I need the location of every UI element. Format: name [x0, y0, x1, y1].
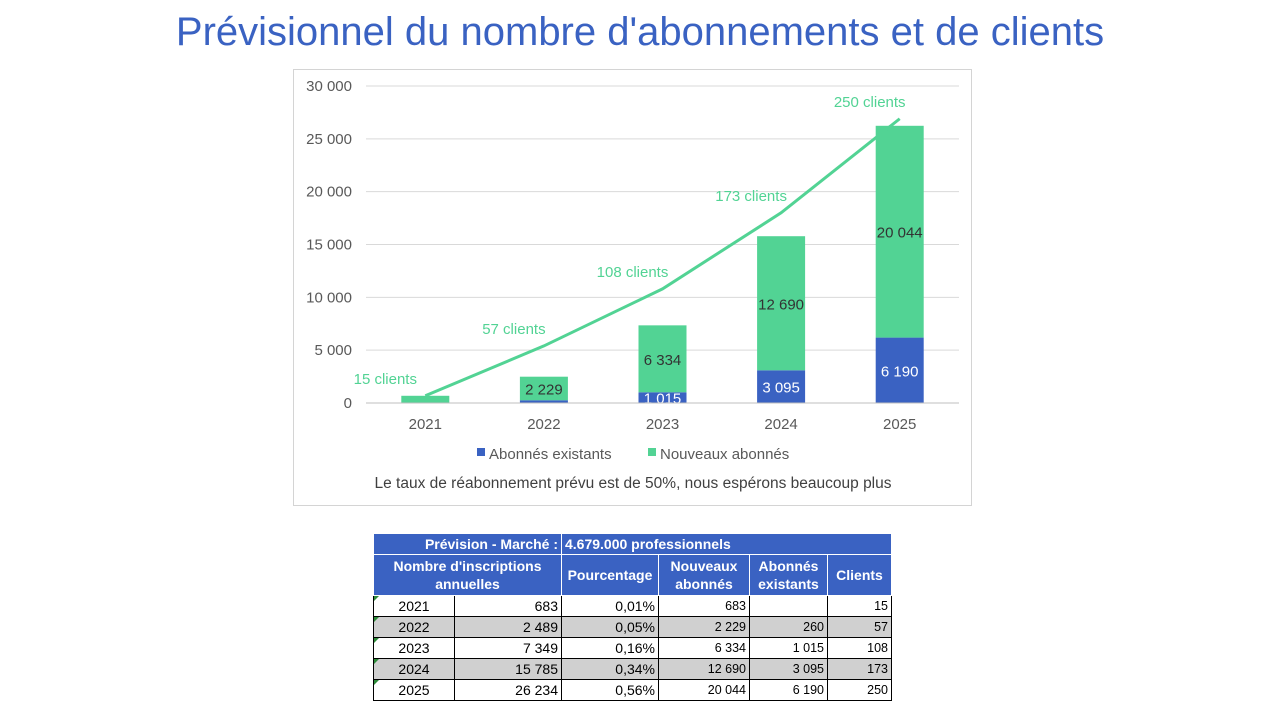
header-nouveaux: Nouveaux abonnés: [658, 554, 750, 596]
inscriptions-cell: 2 489: [454, 616, 562, 638]
year-cell: 2021: [373, 595, 455, 617]
legend-label: Nouveaux abonnés: [660, 446, 789, 463]
existants-cell: 3 095: [749, 658, 828, 680]
bar-segment: [401, 395, 450, 403]
x-tick-label: 2023: [646, 416, 679, 433]
data-label: 3 095: [762, 380, 800, 397]
percentage-cell: 0,05%: [561, 616, 659, 638]
stacked-bar-chart: 0 5 000 10 000 15 000 20 000 25 000 30 000 2021…: [306, 78, 959, 492]
y-tick-label: 20 000: [306, 184, 352, 201]
inscriptions-cell: 7 349: [454, 637, 562, 659]
clients-line: [424, 117, 901, 398]
data-label: 12 690: [758, 296, 804, 313]
year-cell: 2022: [373, 616, 455, 638]
existants-cell: 260: [749, 616, 828, 638]
header-existants: Abonnés existants: [749, 554, 828, 596]
bar-segment: [519, 400, 568, 403]
y-tick-label: 5 000: [314, 342, 352, 359]
clients-cell: 173: [827, 658, 892, 680]
forecast-table: Prévision - Marché : 4.679.000 professio…: [373, 533, 892, 701]
y-tick-label: 25 000: [306, 131, 352, 148]
table-header-row: Nombre d'inscriptions annuelles Pourcent…: [373, 554, 892, 596]
legend-swatch: [477, 448, 485, 456]
nouveaux-cell: 12 690: [658, 658, 750, 680]
percentage-cell: 0,16%: [561, 637, 659, 659]
header-inscriptions: Nombre d'inscriptions annuelles: [373, 554, 562, 596]
market-label: Prévision - Marché :: [373, 533, 562, 555]
existants-cell: 1 015: [749, 637, 828, 659]
clients-cell: 250: [827, 679, 892, 701]
clients-cell: 57: [827, 616, 892, 638]
header-clients: Clients: [827, 554, 892, 596]
nouveaux-cell: 683: [658, 595, 750, 617]
header-pourcentage: Pourcentage: [561, 554, 659, 596]
page-title: Prévisionnel du nombre d'abonnements et …: [175, 10, 1105, 54]
table-row: 2024 15 785 0,34% 12 690 3 095 173: [373, 658, 892, 680]
line-label: 173 clients: [715, 188, 787, 205]
percentage-cell: 0,56%: [561, 679, 659, 701]
market-row: Prévision - Marché : 4.679.000 professio…: [373, 533, 892, 555]
table-row: 2025 26 234 0,56% 20 044 6 190 250: [373, 679, 892, 701]
table-row: 2022 2 489 0,05% 2 229 260 57: [373, 616, 892, 638]
bar-segment: [875, 337, 924, 403]
legend-label: Abonnés existants: [489, 446, 612, 463]
line-label: 15 clients: [354, 371, 417, 388]
year-cell: 2025: [373, 679, 455, 701]
existants-cell: 6 190: [749, 679, 828, 701]
percentage-cell: 0,01%: [561, 595, 659, 617]
data-label: 20 044: [877, 225, 923, 242]
y-tick-label: 15 000: [306, 237, 352, 254]
bar-segment: [757, 236, 806, 371]
chart-frame: 0 5 000 10 000 15 000 20 000 25 000 30 000 2021…: [293, 69, 972, 506]
inscriptions-cell: 683: [454, 595, 562, 617]
bar-segment: [757, 370, 806, 403]
year-cell: 2023: [373, 637, 455, 659]
inscriptions-cell: 26 234: [454, 679, 562, 701]
line-label: 57 clients: [482, 321, 545, 338]
line-label: 250 clients: [834, 94, 906, 111]
legend-swatch: [648, 448, 656, 456]
x-tick-label: 2025: [883, 416, 916, 433]
clients-cell: 15: [827, 595, 892, 617]
year-cell: 2024: [373, 658, 455, 680]
nouveaux-cell: 20 044: [658, 679, 750, 701]
x-tick-label: 2024: [764, 416, 797, 433]
bar-segment: [519, 376, 568, 401]
bar-segment: [875, 125, 924, 338]
data-label: 6 190: [881, 363, 919, 380]
nouveaux-cell: 6 334: [658, 637, 750, 659]
clients-cell: 108: [827, 637, 892, 659]
bar-segment: [638, 392, 687, 403]
y-tick-label: 10 000: [306, 289, 352, 306]
market-value: 4.679.000 professionnels: [561, 533, 892, 555]
table-row: 2023 7 349 0,16% 6 334 1 015 108: [373, 637, 892, 659]
data-label: 1 015: [644, 391, 682, 408]
inscriptions-cell: 15 785: [454, 658, 562, 680]
existants-cell: [749, 595, 828, 617]
data-label: 6 334: [644, 352, 682, 369]
y-tick-label: 0: [344, 395, 352, 412]
nouveaux-cell: 2 229: [658, 616, 750, 638]
chart-note: Le taux de réabonnement prévu est de 50%…: [374, 475, 891, 492]
table-row: 2021 683 0,01% 683 15: [373, 595, 892, 617]
line-label: 108 clients: [597, 264, 669, 281]
data-label: 2 229: [525, 381, 563, 398]
percentage-cell: 0,34%: [561, 658, 659, 680]
x-tick-label: 2022: [527, 416, 560, 433]
table-body: 2021 683 0,01% 683 15 2022 2 489 0,05% 2 229 260 5…: [373, 595, 892, 701]
y-tick-label: 30 000: [306, 78, 352, 95]
x-tick-label: 2021: [409, 416, 442, 433]
bar-segment: [638, 325, 687, 393]
